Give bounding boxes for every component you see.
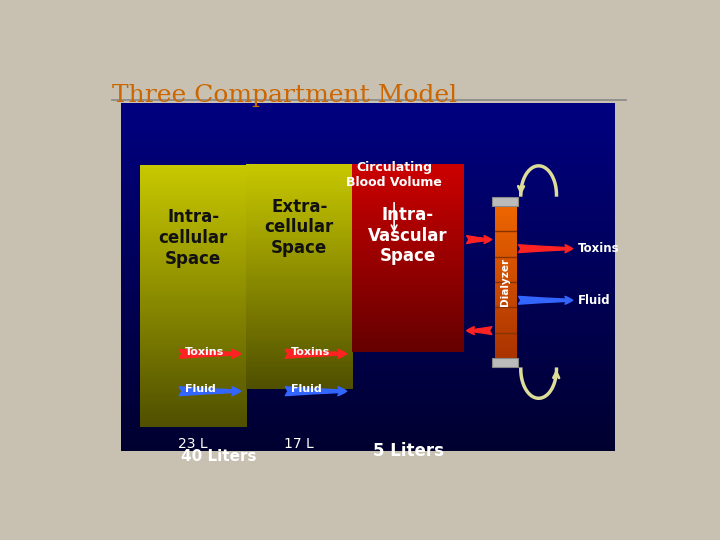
- Text: Three Compartment Model: Three Compartment Model: [112, 84, 457, 106]
- Text: Toxins: Toxins: [185, 347, 224, 357]
- Bar: [492, 358, 518, 367]
- Text: Circulating
Blood Volume: Circulating Blood Volume: [346, 161, 442, 189]
- Text: 5 Liters: 5 Liters: [372, 442, 444, 461]
- Text: Intra-
cellular
Space: Intra- cellular Space: [158, 208, 228, 268]
- Point: [490, 253, 499, 260]
- Point: [490, 228, 499, 235]
- Point: [490, 279, 499, 285]
- Text: Fluid: Fluid: [578, 294, 611, 307]
- Bar: [492, 197, 518, 206]
- Text: 17 L: 17 L: [284, 437, 314, 451]
- Point: [511, 279, 520, 285]
- Text: Fluid: Fluid: [185, 384, 215, 394]
- Text: 23 L: 23 L: [179, 437, 208, 451]
- Text: Dialyzer: Dialyzer: [500, 258, 510, 306]
- Text: Extra-
cellular
Space: Extra- cellular Space: [265, 198, 334, 257]
- Text: Toxins: Toxins: [291, 347, 330, 357]
- Point: [511, 329, 520, 336]
- Point: [511, 228, 520, 235]
- Point: [490, 329, 499, 336]
- Text: Fluid: Fluid: [291, 384, 322, 394]
- Point: [511, 253, 520, 260]
- Point: [511, 304, 520, 310]
- Text: 40 Liters: 40 Liters: [181, 449, 256, 464]
- Point: [490, 304, 499, 310]
- Text: Toxins: Toxins: [578, 242, 620, 255]
- Text: Intra-
Vascular
Space: Intra- Vascular Space: [368, 206, 448, 266]
